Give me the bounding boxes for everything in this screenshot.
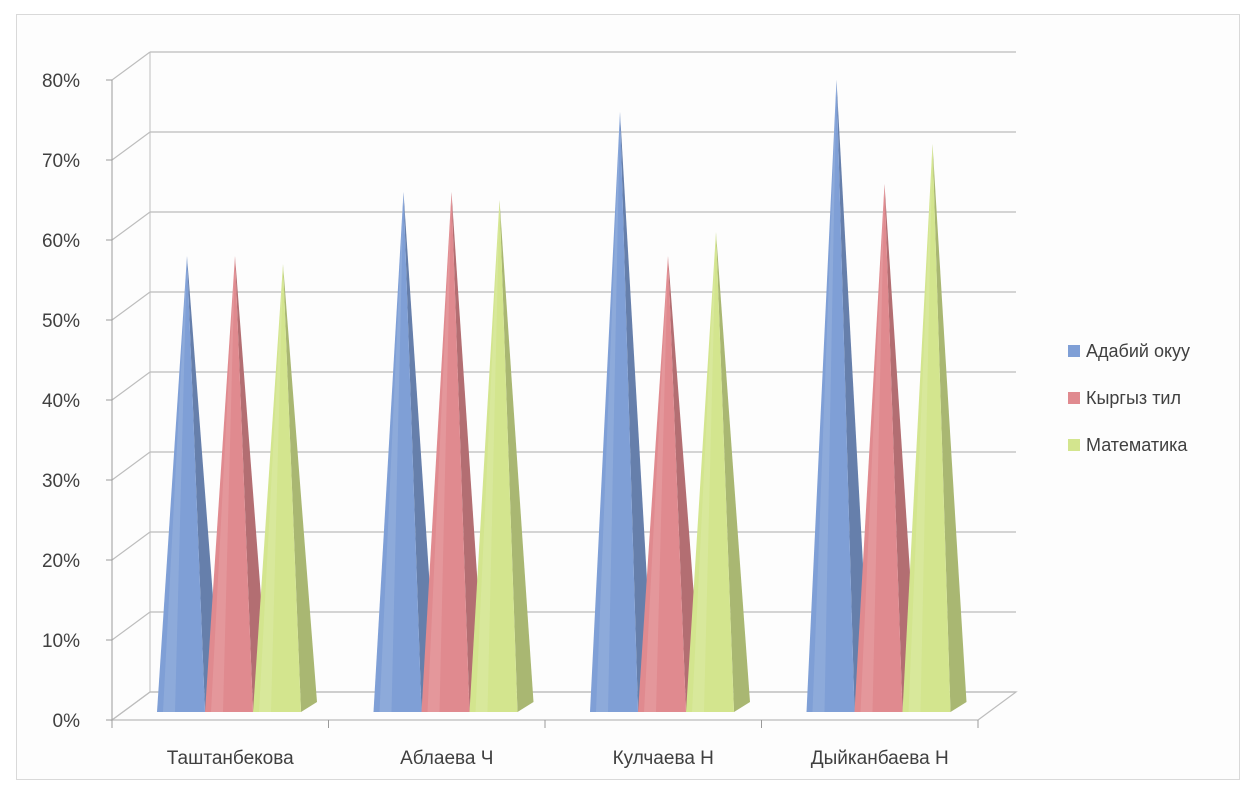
gridline-side [111,531,151,561]
pyramid-front-face [157,256,205,712]
y-tick-label: 0% [53,711,81,732]
legend-label: Математика [1086,435,1188,455]
floor [110,691,1018,721]
pyramid-highlight [379,192,404,712]
gridline-side [111,611,151,641]
pyramid-highlight [644,256,668,712]
pyramid-series [157,80,967,712]
gridline-side [111,131,151,161]
pyramid-front-face [638,256,686,712]
pyramid-bar [902,144,967,712]
legend-swatch [1068,439,1080,451]
x-category-label: Кулчаева Н [613,748,714,769]
legend-label: Адабий окуу [1086,341,1190,361]
pyramid-highlight [427,192,452,712]
y-tick-label: 70% [42,151,80,172]
y-axis-ticks: 0% 10% 20% 30% 40% 50% 60% 70% 80% [42,71,112,732]
pyramid-front-face [421,192,470,712]
pyramid-front-face [205,256,253,712]
pyramid-highlight [259,264,283,712]
pyramid-highlight [908,144,933,712]
gridline-side [111,291,151,321]
legend-swatch [1068,392,1080,404]
pyramid-bar [205,256,269,712]
pyramid-bar [686,232,750,712]
pyramid-side-face [283,264,317,712]
gridline-side [111,211,151,241]
y-tick-label: 10% [42,631,80,652]
pyramid-highlight [596,112,620,712]
pyramid-front-face [806,80,855,712]
pyramid-highlight [812,80,837,712]
y-tick-label: 60% [42,231,80,252]
pyramid-bar [806,80,871,712]
pyramid-front-face [253,264,301,712]
pyramid-highlight [163,256,187,712]
y-tick-label: 20% [42,551,80,572]
gridline-side [111,51,151,81]
legend-item: Адабий окуу [1068,341,1190,361]
pyramid-side-face [499,200,534,712]
pyramid-front-face [686,232,734,712]
y-tick-label: 50% [42,311,80,332]
pyramid-side-face [836,80,871,712]
pyramid-front-face [373,192,422,712]
x-category-label: Таштанбекова [167,748,294,769]
pyramid-bar [421,192,486,712]
pyramid-front-face [590,112,638,712]
pyramid-bar [469,200,534,712]
pyramid-front-face [469,200,518,712]
pyramid-bar [253,264,317,712]
pyramid-side-face [716,232,750,712]
pyramid-side-face [620,112,654,712]
pyramid-highlight [692,232,716,712]
legend-item: Кыргыз тил [1068,388,1181,408]
pyramid-front-face [902,144,951,712]
legend-label: Кыргыз тил [1086,388,1181,408]
y-tick-label: 30% [42,471,80,492]
pyramid-side-face [451,192,486,712]
pyramid-front-face [854,184,903,712]
legend: Адабий окуу Кыргыз тил Математика [1068,341,1190,455]
x-category-label: Аблаева Ч [400,748,493,769]
legend-item: Математика [1068,435,1188,455]
pyramid-bar [590,112,654,712]
x-category-label: Дыйканбаева Н [811,748,949,769]
y-tick-label: 80% [42,71,80,92]
pyramid-highlight [860,184,885,712]
pyramid-side-face [235,256,269,712]
pyramid-highlight [211,256,235,712]
y-tick-label: 40% [42,391,80,412]
pyramid-highlight [475,200,500,712]
legend-swatch [1068,345,1080,357]
gridline-side [111,451,151,481]
pyramid-side-face [932,144,967,712]
gridline-side [111,371,151,401]
x-axis-categories: Таштанбекова Аблаева Ч Кулчаева Н Дыйканбае… [111,720,979,769]
